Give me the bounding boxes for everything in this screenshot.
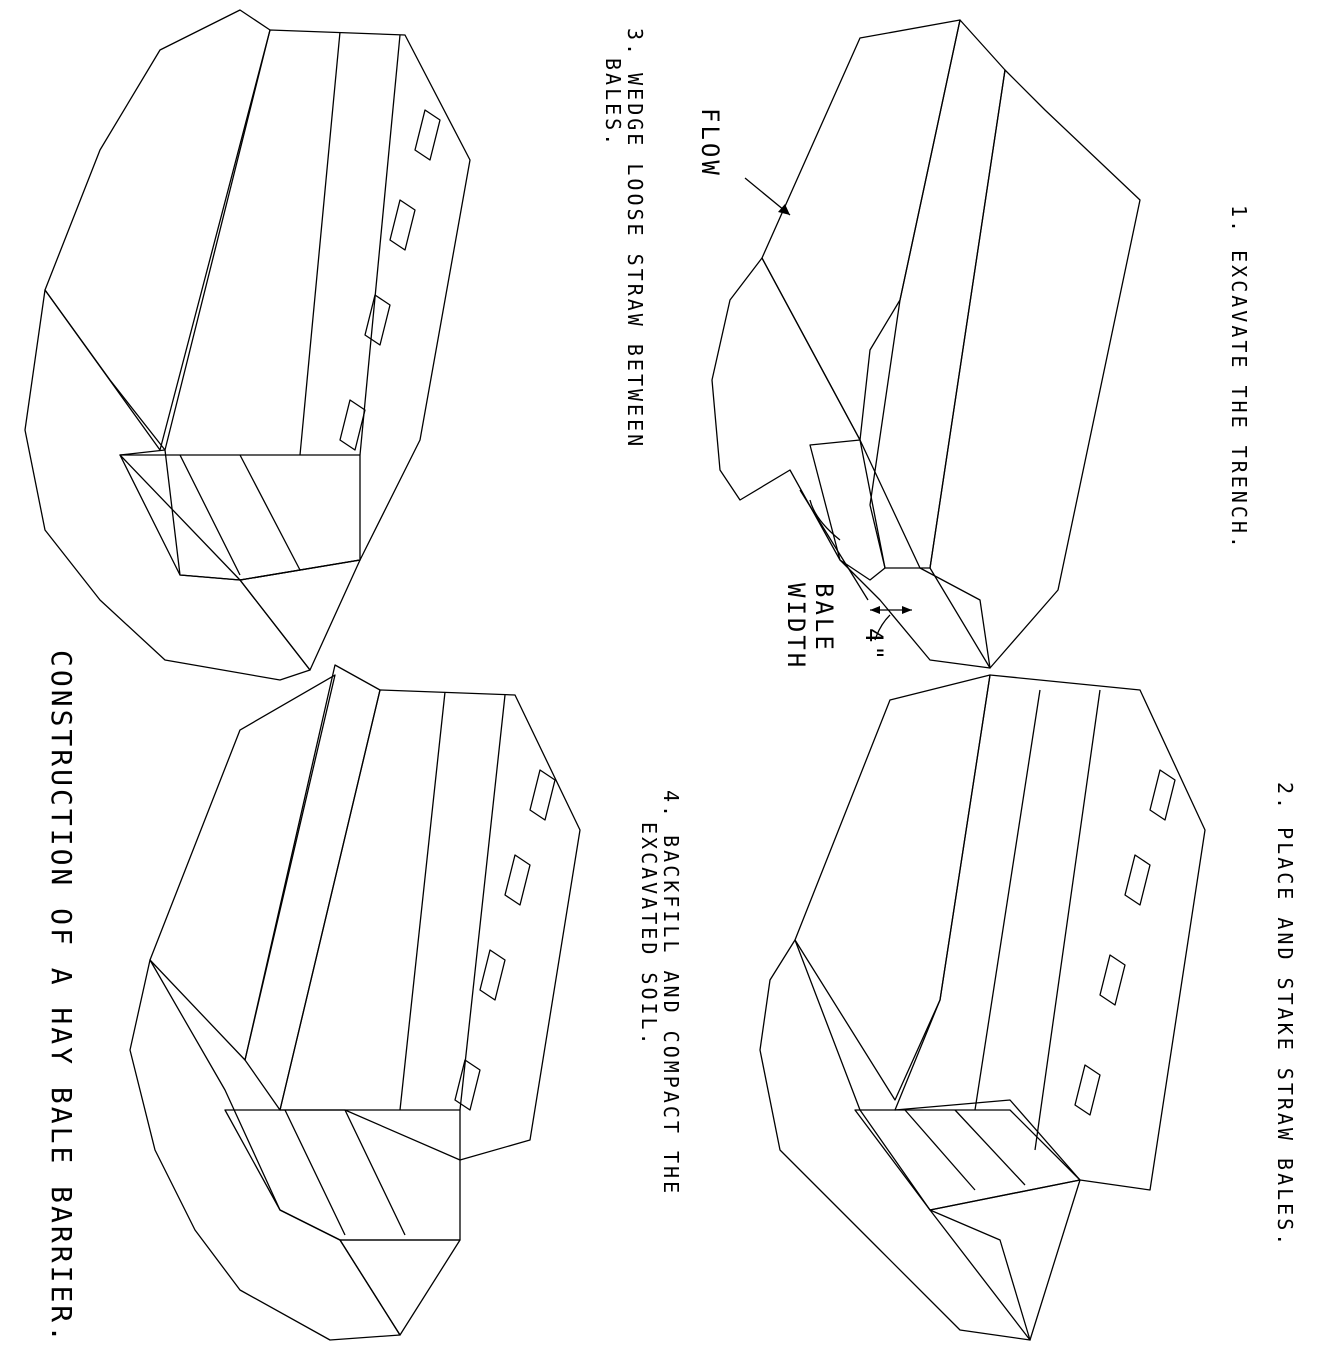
soil-section — [711, 257, 991, 669]
bale-width-label-line-2: WIDTH — [782, 583, 810, 670]
stake — [504, 854, 531, 906]
bale-row-top — [119, 29, 471, 581]
upslope-ground — [44, 9, 271, 451]
bale-row-front — [854, 1109, 1081, 1211]
soil-section — [129, 959, 401, 1341]
depth-label: 4" — [860, 628, 888, 663]
downslope-ground — [929, 1179, 1081, 1341]
step-4-label-line-2: EXCAVATED SOIL. — [637, 822, 661, 1048]
bale-row-front — [119, 454, 361, 581]
upslope-ground — [149, 674, 336, 1061]
stake — [414, 109, 441, 161]
soil-section — [24, 289, 311, 681]
stake — [479, 949, 506, 1001]
flow-label: FLOW — [696, 108, 724, 178]
bale-width-dimension — [799, 489, 869, 601]
soil-section — [759, 939, 1031, 1341]
step-3-label-line-2: BALES. — [601, 58, 625, 148]
bale-row-top — [894, 674, 1206, 1191]
upslope-ground — [794, 674, 991, 1101]
downslope-ground — [339, 1239, 461, 1336]
stake — [339, 399, 366, 451]
panel-backfill-compact — [129, 664, 581, 1341]
stake — [364, 294, 391, 346]
bale-row-front — [224, 1109, 461, 1241]
downslope-ground — [929, 69, 1141, 669]
panel-wedge-straw — [24, 9, 471, 681]
stake — [389, 199, 416, 251]
step-3-label: 3. WEDGE LOOSE STRAW BETWEEN — [623, 28, 647, 449]
stake — [454, 1059, 481, 1111]
step-1-label: 1. EXCAVATE THE TRENCH. — [1227, 205, 1251, 551]
backfilled-soil — [244, 664, 381, 1111]
panel-excavate-trench — [711, 19, 1141, 669]
stake — [1099, 954, 1126, 1006]
stake — [1074, 1064, 1101, 1116]
step-4-label: 4. BACKFILL AND COMPACT THE — [659, 790, 683, 1196]
bale-width-leader — [809, 499, 841, 541]
trench-wall — [869, 19, 1006, 569]
downslope-ground — [239, 559, 361, 671]
stake — [1124, 854, 1151, 906]
depth-leader — [874, 614, 891, 641]
stake — [1149, 769, 1176, 821]
bale-row-top — [279, 689, 581, 1161]
panel-place-stake-bales — [759, 674, 1206, 1341]
bale-width-label: BALE — [810, 583, 838, 653]
step-2-label: 2. PLACE AND STAKE STRAW BALES. — [1273, 782, 1297, 1248]
drawing-title: CONSTRUCTION OF A HAY BALE BARRIER. — [45, 650, 78, 1345]
stake — [529, 769, 556, 821]
trench-floor — [809, 439, 886, 581]
upslope-ground — [761, 19, 961, 441]
